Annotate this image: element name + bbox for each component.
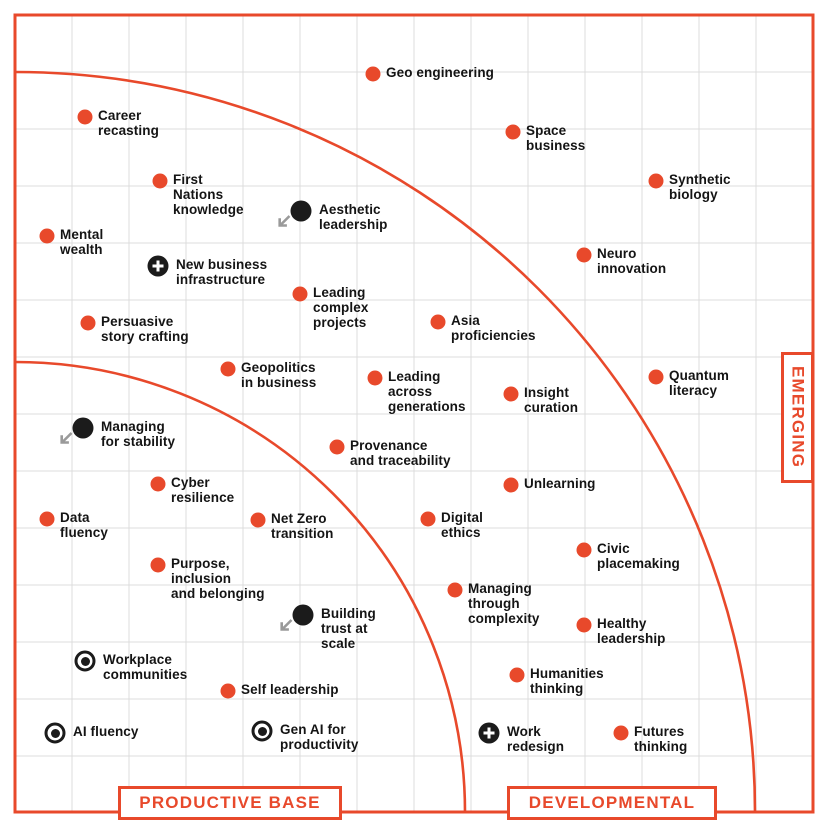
point-dot-asia-proficiencies: [430, 314, 446, 330]
point-dot-net-zero-transition: [250, 512, 266, 528]
point-label-building-trust-at-scale: Building trust at scale: [321, 606, 376, 651]
point-label-leading-complex-projects: Leading complex projects: [313, 285, 369, 330]
point-label-insight-curation: Insight curation: [524, 385, 579, 415]
point-label-space-business: Space business: [526, 123, 586, 153]
point-dot-self-leadership: [220, 683, 236, 699]
point-dot-persuasive-story-crafting: [80, 315, 96, 331]
point-label-purpose-inclusion-and-belonging: Purpose, inclusion and belonging: [171, 556, 265, 601]
point-dot-futures-thinking: [613, 725, 629, 741]
point-label-career-recasting: Career recasting: [98, 108, 159, 138]
point-dot-humanities-thinking: [509, 667, 525, 683]
point-label-work-redesign: Work redesign: [507, 724, 565, 754]
point-label-gen-ai-for-productivity: Gen AI for productivity: [280, 722, 359, 752]
point-dot-data-fluency: [39, 511, 55, 527]
point-dot-quantum-literacy: [648, 369, 664, 385]
point-dot-first-nations-knowledge: [152, 173, 168, 189]
point-plus-dot-new-business-infrastructure: [147, 255, 169, 277]
point-label-aesthetic-leadership: Aesthetic leadership: [319, 202, 388, 232]
southwest-arrow-icon: [58, 432, 74, 447]
point-dot-insight-curation: [503, 386, 519, 402]
point-label-geopolitics-in-business: Geopolitics in business: [241, 360, 317, 390]
point-dot-healthy-leadership: [576, 617, 592, 633]
point-dot-managing-through-complexity: [447, 582, 463, 598]
point-label-data-fluency: Data fluency: [60, 510, 108, 540]
point-dot-civic-placemaking: [576, 542, 592, 558]
zone-label-developmental: DEVELOPMENTAL: [507, 786, 717, 820]
point-dot-synthetic-biology: [648, 173, 664, 189]
point-label-asia-proficiencies: Asia proficiencies: [451, 313, 536, 343]
point-label-humanities-thinking: Humanities thinking: [530, 666, 604, 696]
point-label-new-business-infrastructure: New business infrastructure: [176, 257, 268, 287]
point-label-civic-placemaking: Civic placemaking: [597, 541, 680, 571]
zone-label-emerging: EMERGING: [781, 352, 814, 483]
point-ring-dot-gen-ai-for-productivity: [251, 720, 273, 742]
point-label-self-leadership: Self leadership: [241, 682, 339, 697]
point-shift-dot-aesthetic-leadership: [278, 200, 312, 227]
point-dot-geopolitics-in-business: [220, 361, 236, 377]
point-label-mental-wealth: Mental wealth: [60, 227, 104, 257]
point-dot-provenance-and-traceability: [329, 439, 345, 455]
point-dot-career-recasting: [77, 109, 93, 125]
point-label-cyber-resilience: Cyber resilience: [171, 475, 235, 505]
point-label-managing-through-complexity: Managing through complexity: [468, 581, 540, 626]
point-label-unlearning: Unlearning: [524, 476, 596, 491]
point-dot-purpose-inclusion-and-belonging: [150, 557, 166, 573]
point-dot-digital-ethics: [420, 511, 436, 527]
point-label-provenance-and-traceability: Provenance and traceability: [350, 438, 451, 468]
point-ring-dot-workplace-communities: [74, 650, 96, 672]
point-plus-dot-work-redesign: [478, 722, 500, 744]
point-label-managing-for-stability: Managing for stability: [101, 419, 176, 449]
point-dot-geo-engineering: [365, 66, 381, 82]
point-label-futures-thinking: Futures thinking: [634, 724, 688, 754]
point-dot-space-business: [505, 124, 521, 140]
point-label-workplace-communities: Workplace communities: [103, 652, 188, 682]
point-dot-unlearning: [503, 477, 519, 493]
point-label-neuro-innovation: Neuro innovation: [597, 246, 667, 276]
point-label-geo-engineering: Geo engineering: [386, 65, 495, 80]
point-dot-leading-complex-projects: [292, 286, 308, 302]
point-dot-leading-across-generations: [367, 370, 383, 386]
point-dot-cyber-resilience: [150, 476, 166, 492]
point-label-net-zero-transition: Net Zero transition: [271, 511, 334, 541]
point-dot-mental-wealth: [39, 228, 55, 244]
point-label-first-nations-knowledge: First Nations knowledge: [173, 172, 244, 217]
point-label-synthetic-biology: Synthetic biology: [669, 172, 731, 202]
point-label-persuasive-story-crafting: Persuasive story crafting: [101, 314, 189, 344]
zone-label-productive-base: PRODUCTIVE BASE: [118, 786, 342, 820]
point-label-digital-ethics: Digital ethics: [441, 510, 483, 540]
point-ring-dot-ai-fluency: [44, 722, 66, 744]
point-shift-dot-managing-for-stability: [60, 417, 94, 444]
point-shift-dot-building-trust-at-scale: [280, 604, 314, 631]
point-label-ai-fluency: AI fluency: [73, 724, 139, 739]
southwest-arrow-icon: [278, 619, 294, 634]
southwest-arrow-icon: [276, 215, 292, 230]
point-label-quantum-literacy: Quantum literacy: [669, 368, 729, 398]
point-label-leading-across-generations: Leading across generations: [388, 369, 466, 414]
point-label-healthy-leadership: Healthy leadership: [597, 616, 666, 646]
point-dot-neuro-innovation: [576, 247, 592, 263]
